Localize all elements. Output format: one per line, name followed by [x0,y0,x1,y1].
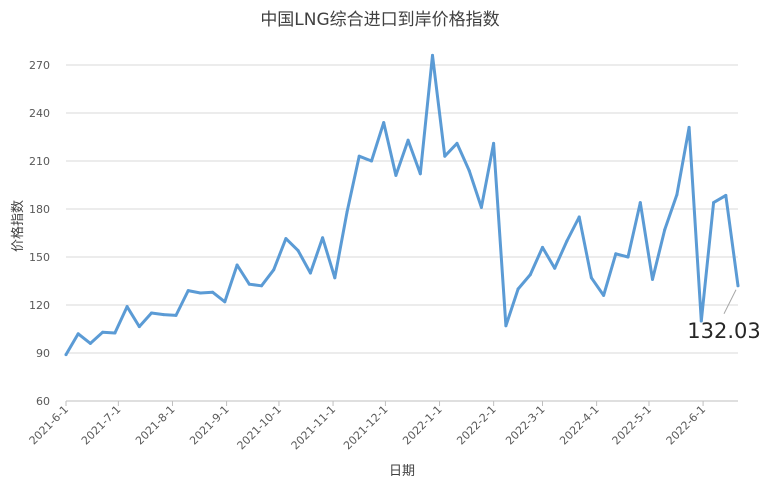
data-point [736,284,740,288]
data-point [186,289,190,293]
data-point [162,313,166,317]
data-point [394,173,398,177]
y-tick-label: 240 [29,107,50,120]
data-point [174,313,178,317]
data-point [516,287,520,291]
data-point [247,282,251,286]
data-point [565,239,569,243]
data-point [443,154,447,158]
y-tick-label: 210 [29,155,50,168]
data-point [712,201,716,205]
data-point [479,205,483,209]
data-point [260,284,263,288]
data-point [614,252,618,256]
data-point [101,330,105,334]
data-point [699,319,703,323]
y-tick-label: 180 [29,203,50,216]
last-value-annotation: 132.03 [687,289,761,343]
x-tick-label: 2021-10-1 [235,403,284,452]
data-point [382,121,386,125]
x-tick-label: 2021-7-1 [79,403,124,448]
data-point [137,325,141,329]
x-tick-label: 2022-5-1 [610,403,655,448]
data-point [272,268,276,272]
y-tick-label: 270 [29,59,50,72]
x-tick-label: 2022-3-1 [503,403,548,448]
data-point [467,169,471,173]
data-point [528,273,532,277]
gridlines [66,64,738,354]
data-point [553,266,557,270]
data-point [455,141,459,145]
x-tick-label: 2022-2-1 [454,403,499,448]
data-point [64,353,68,357]
data-point [113,331,117,335]
data-point [541,245,544,249]
y-tick-label: 120 [29,299,50,312]
series-price-index [64,53,740,357]
data-point [150,311,153,315]
annotation-label: 132.03 [687,319,760,343]
y-tick-label: 60 [36,395,50,408]
x-axis-title: 日期 [389,464,415,479]
x-tick-label: 2022-1-1 [400,403,445,448]
data-point [577,215,581,219]
data-point [345,210,349,214]
data-point [431,53,434,57]
data-point [235,263,239,267]
data-point [638,201,642,205]
data-point [418,172,422,176]
data-point [357,154,361,158]
data-point [626,255,630,259]
x-tick-label: 2021-6-1 [27,403,72,448]
data-point [406,138,410,142]
data-point [724,193,728,197]
x-tick-label: 2021-8-1 [133,403,178,448]
data-point [125,305,129,309]
y-tick-label: 90 [36,347,50,360]
data-point [308,271,312,275]
x-tick-label: 2021-9-1 [187,403,232,448]
y-axis-title: 价格指数 [10,200,26,252]
data-point [492,141,496,145]
data-point [663,228,667,232]
x-tick-label: 2022-4-1 [557,403,602,448]
data-point [687,125,691,129]
data-point [504,324,508,328]
x-axis-ticks: 2021-6-1 2021-7-1 2021-8-1 2021-9-1 2021-10-… [27,401,709,452]
data-point [370,159,373,163]
data-point [602,293,606,297]
series-line [64,53,740,357]
chart-title: 中国LNG综合进口到岸价格指数 [260,10,499,30]
data-point [321,236,325,240]
data-point [76,332,80,336]
x-tick-label: 2021-12-1 [341,403,390,452]
data-point [198,291,202,295]
data-point [88,341,92,345]
x-tick-label: 2021-11-1 [289,403,338,452]
y-axis-ticks: 60 90 120 150 180 210 240 270 [29,59,50,408]
data-point [589,276,593,280]
data-point [284,237,288,241]
x-tick-label: 2022-6-1 [664,403,709,448]
data-point [223,300,227,304]
y-tick-label: 150 [29,251,50,264]
data-point [296,249,300,253]
data-point [675,193,679,197]
annotation-leader-line [723,289,737,314]
data-point [651,277,654,281]
data-point [211,290,215,294]
data-point [333,276,337,280]
